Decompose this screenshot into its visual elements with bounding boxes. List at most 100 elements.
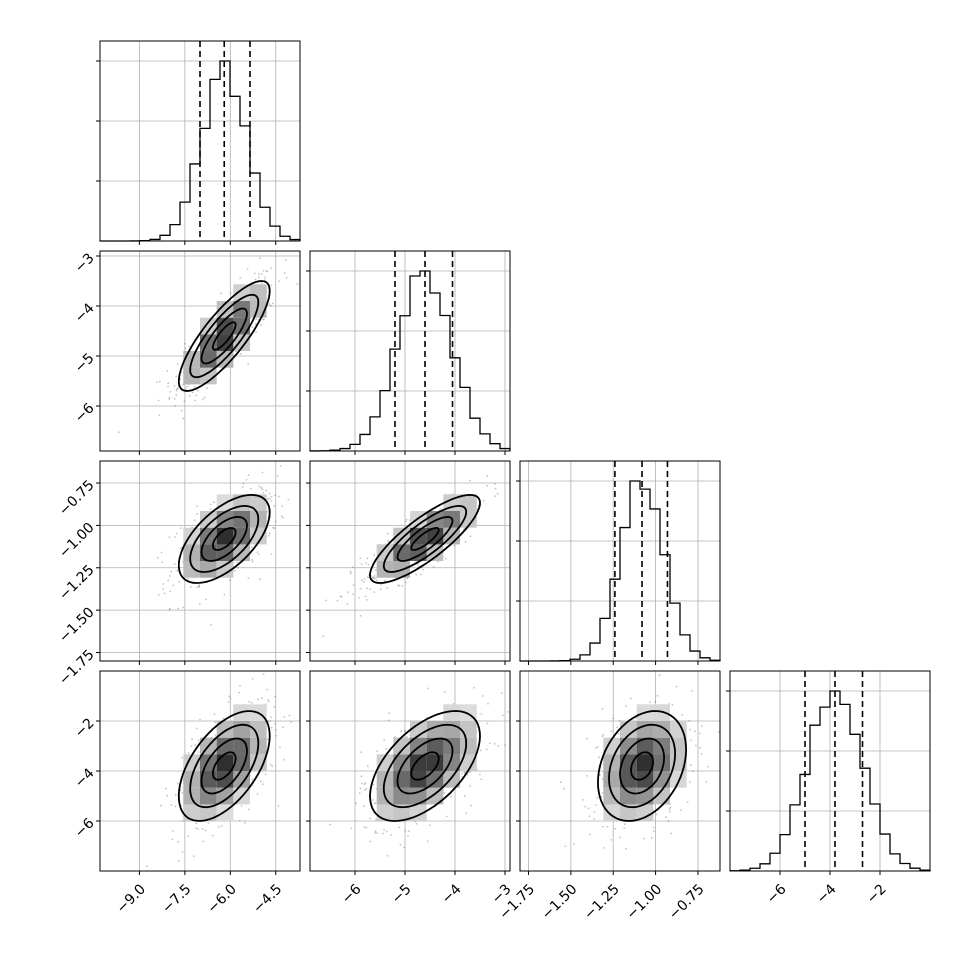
sample-point bbox=[486, 484, 489, 487]
sample-point bbox=[383, 828, 385, 831]
sample-point bbox=[271, 765, 274, 768]
sample-point bbox=[506, 711, 509, 713]
sample-point bbox=[493, 742, 496, 745]
sample-point bbox=[265, 489, 267, 492]
sample-point bbox=[201, 828, 204, 830]
sample-point bbox=[175, 532, 178, 535]
sample-point bbox=[180, 527, 182, 529]
sample-point bbox=[191, 738, 193, 741]
sample-point bbox=[193, 519, 196, 522]
sample-point bbox=[251, 326, 254, 328]
sample-point bbox=[182, 417, 185, 420]
sample-point bbox=[398, 826, 400, 829]
sample-point bbox=[198, 584, 201, 587]
sample-point bbox=[359, 787, 362, 790]
sample-point bbox=[366, 557, 369, 560]
sample-point bbox=[698, 746, 701, 749]
density-cell bbox=[200, 561, 217, 578]
sample-point bbox=[400, 730, 402, 733]
sample-point bbox=[482, 499, 485, 502]
sample-point bbox=[161, 561, 164, 564]
sample-point bbox=[240, 804, 243, 807]
sample-point bbox=[182, 606, 185, 609]
sample-point bbox=[563, 787, 565, 790]
density-cell bbox=[620, 804, 637, 821]
density-cell bbox=[393, 771, 410, 788]
sample-point bbox=[202, 840, 205, 843]
sample-point bbox=[194, 399, 197, 402]
sample-point bbox=[172, 830, 174, 832]
density-cell bbox=[410, 527, 427, 545]
contour-line bbox=[396, 737, 454, 795]
density-cell bbox=[393, 804, 410, 821]
sample-point bbox=[360, 751, 363, 753]
sample-point bbox=[460, 772, 463, 775]
sample-point bbox=[610, 839, 613, 841]
scatter-panel: −1.75−1.50−1.25−1.00−0.75 bbox=[496, 670, 721, 923]
sample-point bbox=[618, 719, 621, 722]
sample-point bbox=[170, 570, 173, 573]
sample-point bbox=[189, 586, 192, 588]
sample-point bbox=[261, 488, 264, 491]
sample-point bbox=[403, 729, 406, 732]
sample-point bbox=[329, 823, 332, 826]
sample-point bbox=[229, 292, 232, 295]
sample-point bbox=[158, 414, 161, 417]
sample-point bbox=[393, 736, 396, 738]
sample-point bbox=[261, 273, 263, 275]
sample-point bbox=[177, 363, 180, 365]
sample-point bbox=[266, 688, 269, 691]
sample-point bbox=[165, 787, 167, 790]
sample-point bbox=[198, 585, 200, 588]
sample-point bbox=[487, 702, 489, 705]
histogram-bars bbox=[309, 270, 511, 452]
sample-point bbox=[247, 808, 250, 811]
contour-line bbox=[212, 751, 237, 781]
sample-point bbox=[469, 535, 472, 538]
sample-point bbox=[256, 793, 259, 795]
sample-point bbox=[185, 385, 188, 388]
contour-line bbox=[630, 751, 654, 781]
sample-point bbox=[470, 804, 473, 807]
sample-point bbox=[387, 719, 390, 722]
sample-point bbox=[689, 781, 691, 783]
sample-point bbox=[268, 700, 270, 703]
sample-point bbox=[603, 847, 606, 849]
sample-point bbox=[688, 719, 691, 722]
y-tick-label: −0.75 bbox=[56, 477, 98, 519]
sample-point bbox=[194, 744, 197, 747]
sample-point bbox=[280, 515, 283, 517]
contour-line bbox=[200, 737, 248, 795]
sample-point bbox=[255, 331, 257, 333]
sample-point bbox=[630, 697, 632, 700]
sample-point bbox=[260, 780, 262, 783]
density-cell bbox=[200, 511, 217, 528]
contour-line bbox=[382, 504, 468, 573]
density-cell bbox=[603, 771, 620, 788]
sample-point bbox=[260, 486, 263, 489]
sample-point bbox=[253, 272, 256, 275]
density-cell bbox=[376, 544, 394, 561]
sample-point bbox=[360, 775, 363, 778]
sample-point bbox=[254, 278, 257, 281]
sample-point bbox=[223, 593, 226, 596]
y-tick-label: −6 bbox=[72, 815, 98, 841]
sample-point bbox=[176, 387, 179, 390]
sample-point bbox=[384, 579, 386, 582]
sample-point bbox=[236, 561, 239, 564]
sample-point bbox=[502, 714, 504, 717]
contour-line bbox=[410, 751, 440, 781]
sample-point bbox=[352, 593, 355, 595]
panel-frame bbox=[99, 460, 301, 662]
sample-point bbox=[266, 498, 269, 500]
sample-point bbox=[365, 562, 367, 564]
y-tick-label: −6 bbox=[72, 400, 98, 426]
sample-point bbox=[270, 305, 272, 307]
sample-point bbox=[156, 381, 158, 383]
sample-point bbox=[589, 833, 591, 836]
sample-point bbox=[168, 398, 171, 400]
x-tick-label: −1.00 bbox=[624, 881, 666, 923]
sample-point bbox=[350, 827, 353, 830]
sample-point bbox=[358, 792, 361, 794]
